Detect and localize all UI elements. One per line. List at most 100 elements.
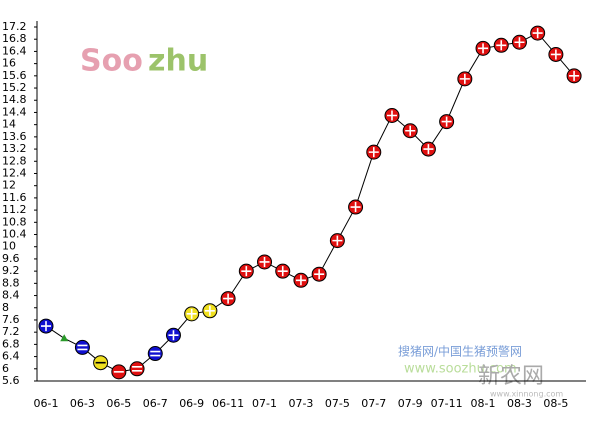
y-tick-label: 9.6 — [2, 252, 20, 265]
point-symbol — [496, 40, 507, 51]
y-tick-label: 11.6 — [2, 191, 27, 204]
y-tick-label: 6.8 — [2, 337, 20, 350]
point — [74, 339, 90, 355]
point — [60, 334, 69, 342]
point — [275, 263, 291, 279]
point-symbol — [150, 350, 161, 357]
y-tick-label: 7.2 — [2, 325, 20, 338]
y-tick-label: 5.6 — [2, 374, 20, 387]
point-symbol — [277, 266, 288, 277]
y-tick-label: 10 — [2, 240, 16, 253]
x-tick-label: 08-5 — [543, 397, 568, 410]
point-symbol — [405, 125, 416, 136]
y-tick-label: 6.4 — [2, 350, 20, 363]
point — [129, 361, 145, 377]
line — [45, 32, 575, 373]
watermark: zhu — [148, 44, 208, 79]
x-tick-label: 07-3 — [288, 397, 313, 410]
y-tick-label: 11.2 — [2, 203, 27, 216]
point — [439, 114, 455, 130]
y-tick-label: 8.8 — [2, 276, 20, 289]
y-tick-label: 6 — [2, 362, 9, 375]
watermark: Soo — [80, 44, 143, 79]
y-tick-label: 8 — [2, 301, 9, 314]
point — [566, 68, 582, 84]
x-tick-label: 06-7 — [143, 397, 168, 410]
point — [257, 254, 273, 270]
point — [457, 71, 473, 87]
point-symbol — [77, 344, 88, 351]
point-symbol — [350, 202, 361, 213]
point-symbol — [441, 116, 452, 127]
point-symbol — [132, 365, 143, 372]
x-tick-label: 06-3 — [70, 397, 95, 410]
y-tick-label: 13.2 — [2, 142, 27, 155]
point — [420, 141, 436, 157]
y-tick-label: 16.4 — [2, 44, 27, 57]
point — [38, 318, 54, 334]
point-symbol — [386, 110, 397, 121]
point — [147, 346, 163, 362]
x-tick-label: 06-9 — [179, 397, 204, 410]
point-symbol — [204, 305, 215, 316]
point-symbol — [186, 308, 197, 319]
x-tick-label: 06-11 — [212, 397, 244, 410]
y-tick-label: 12 — [2, 179, 16, 192]
point-symbol — [314, 269, 325, 280]
point — [93, 355, 109, 371]
point — [530, 25, 546, 41]
point-symbol — [223, 293, 234, 304]
point-shape — [60, 334, 69, 342]
point-symbol — [514, 37, 525, 48]
point — [202, 303, 218, 319]
x-tick-label: 07-5 — [325, 397, 350, 410]
point-shape — [74, 339, 90, 355]
point — [402, 123, 418, 139]
y-tick-label: 15.2 — [2, 81, 27, 94]
y-tick-label: 12.8 — [2, 154, 27, 167]
y-tick-label: 13.6 — [2, 130, 27, 143]
y-tick-label: 7.6 — [2, 313, 20, 326]
point — [548, 46, 564, 62]
point — [165, 327, 181, 343]
x-tick-label: 07-7 — [361, 397, 386, 410]
x-tick-label: 08-3 — [507, 397, 532, 410]
point-symbol — [550, 49, 561, 60]
y-tick-label: 14.4 — [2, 105, 27, 118]
point — [238, 263, 254, 279]
point-symbol — [459, 73, 470, 84]
point-symbol — [295, 275, 306, 286]
y-tick-label: 16.8 — [2, 32, 27, 45]
point-symbol — [532, 28, 543, 39]
point — [111, 364, 127, 380]
point-symbol — [478, 43, 489, 54]
x-tick-label: 06-5 — [106, 397, 131, 410]
point — [384, 108, 400, 123]
point — [493, 37, 509, 53]
point — [475, 40, 491, 56]
y-tick-label: 16 — [2, 57, 16, 70]
point-symbol — [41, 321, 51, 332]
x-tick-label: 06-1 — [34, 397, 59, 410]
x-tick-label: 07-11 — [431, 397, 463, 410]
point — [184, 306, 200, 322]
point-shape — [147, 346, 163, 362]
x-tick-label: 08-1 — [471, 397, 496, 410]
point-symbol — [168, 330, 179, 341]
point-symbol — [423, 144, 434, 155]
watermark: 新农网 — [478, 364, 544, 389]
point — [220, 291, 236, 307]
point — [348, 199, 364, 215]
point — [366, 144, 382, 160]
y-tick-label: 14 — [2, 118, 16, 131]
point-symbol — [241, 266, 252, 277]
y-tick-label: 17.2 — [2, 20, 27, 33]
watermark: 搜猪网/中国生猪预警网 — [398, 344, 522, 359]
point-shape — [129, 361, 145, 377]
point — [311, 266, 327, 282]
point-symbol — [332, 235, 343, 246]
watermark: www.xinnong.com — [490, 390, 563, 399]
point — [511, 34, 527, 50]
y-tick-label: 8.4 — [2, 289, 20, 302]
